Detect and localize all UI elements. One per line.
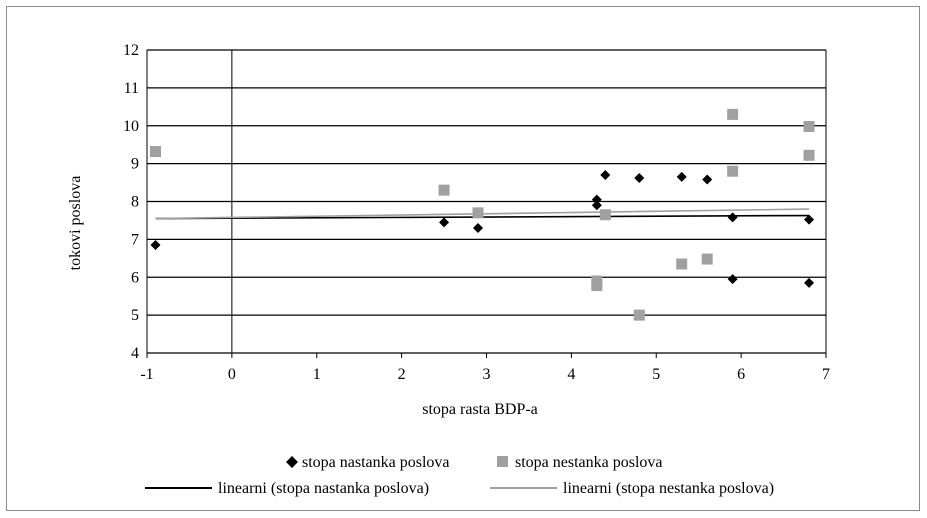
x-tick-label: 2 [398, 366, 406, 383]
x-tick-label: 5 [652, 366, 660, 383]
legend-label-nestanka: stopa nestanka poslova [515, 454, 663, 471]
point-square [438, 184, 450, 196]
point-square [701, 253, 713, 265]
point-diamond [150, 240, 161, 251]
point-square [803, 121, 815, 133]
point-square [472, 207, 484, 219]
point-diamond [804, 214, 815, 225]
x-axis-title: stopa rasta BDP-a [422, 401, 538, 418]
point-square [633, 309, 645, 321]
x-tick-label: 7 [822, 366, 830, 383]
point-diamond [591, 194, 602, 205]
legend-marker-diamond [286, 456, 298, 468]
x-tick-label: 3 [483, 366, 491, 383]
point-square [803, 149, 815, 161]
y-tick-label: 7 [131, 231, 139, 248]
y-axis-title: tokovi poslova [67, 176, 84, 271]
point-diamond [600, 169, 611, 180]
point-diamond [702, 174, 713, 185]
data-points [149, 108, 815, 321]
x-tick-label: 1 [313, 366, 321, 383]
y-tick-label: 6 [131, 269, 139, 286]
point-diamond [439, 217, 450, 228]
x-tick-label: -1 [140, 366, 153, 383]
x-tick-label: 6 [737, 366, 745, 383]
gridlines [147, 49, 826, 354]
point-diamond [727, 212, 738, 223]
legend: stopa nastanka poslova stopa nestanka po… [145, 454, 774, 497]
point-diamond [473, 223, 484, 234]
y-tick-label: 12 [123, 42, 139, 59]
legend-label-trend-nastanka: linearni (stopa nastanka poslova) [218, 480, 429, 497]
chart-frame [6, 6, 920, 511]
point-diamond [634, 173, 645, 184]
x-tick-label: 0 [228, 366, 236, 383]
legend-label-trend-nestanka: linearni (stopa nestanka poslova) [563, 480, 774, 497]
point-square [676, 258, 688, 270]
point-square [727, 165, 739, 177]
point-diamond [727, 274, 738, 285]
point-square [727, 108, 739, 120]
legend-label-nastanka: stopa nastanka poslova [302, 454, 450, 471]
point-diamond [591, 200, 602, 211]
y-tick-label: 9 [131, 156, 139, 173]
point-square [599, 209, 611, 221]
axes [146, 50, 827, 358]
legend-marker-square [497, 456, 508, 467]
y-tick-label: 8 [131, 194, 139, 211]
point-square [591, 280, 603, 292]
point-square [149, 146, 161, 158]
point-diamond [804, 277, 815, 288]
y-tick-label: 10 [123, 118, 139, 135]
point-diamond [676, 171, 687, 182]
y-tick-label: 5 [131, 307, 139, 324]
y-tick-label: 4 [131, 345, 139, 362]
y-tick-label: 11 [124, 80, 139, 97]
x-tick-label: 4 [567, 366, 575, 383]
